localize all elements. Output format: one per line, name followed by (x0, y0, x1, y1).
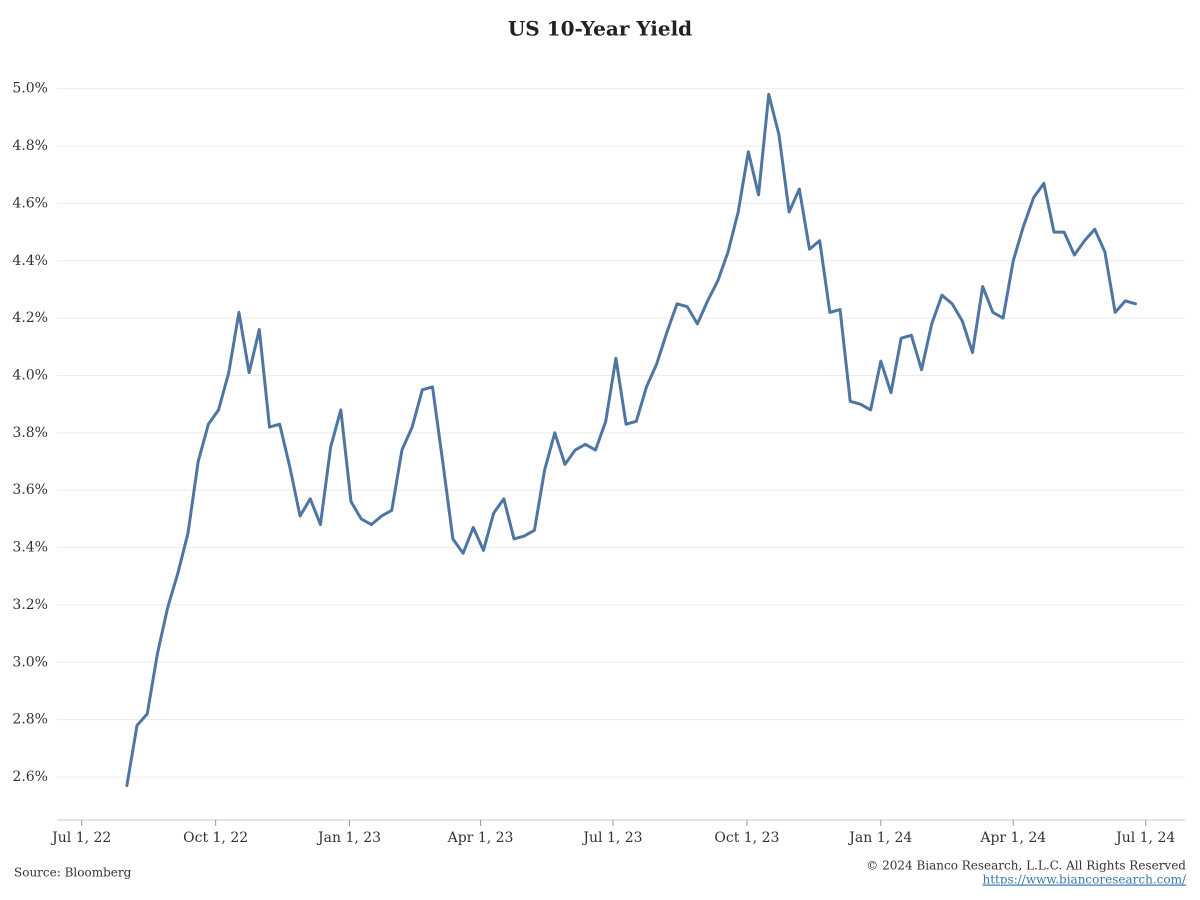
chart-title: US 10-Year Yield (508, 17, 692, 41)
x-tick-label: Oct 1, 23 (714, 830, 779, 846)
y-tick-label: 3.0% (12, 654, 48, 670)
y-tick-label: 3.4% (12, 540, 48, 556)
x-tick-label: Jul 1, 24 (1114, 830, 1175, 846)
y-tick-label: 3.6% (12, 482, 48, 498)
y-tick-label: 3.2% (12, 597, 48, 613)
x-tick-label: Jan 1, 24 (847, 830, 912, 846)
y-tick-label: 2.8% (12, 712, 48, 728)
source-note: Source: Bloomberg (14, 866, 132, 880)
credit-note: © 2024 Bianco Research, L.L.C. All Right… (866, 859, 1186, 873)
y-tick-label: 4.0% (12, 367, 48, 383)
y-tick-label: 5.0% (12, 81, 48, 97)
website-link[interactable]: https://www.biancoresearch.com/ (982, 873, 1186, 887)
y-tick-label: 3.8% (12, 425, 48, 441)
x-tick-label: Jul 1, 23 (581, 830, 642, 846)
y-tick-label: 4.6% (12, 195, 48, 211)
x-tick-label: Apr 1, 23 (447, 830, 514, 846)
y-tick-label: 4.2% (12, 310, 48, 326)
x-tick-label: Oct 1, 22 (183, 830, 248, 846)
y-tick-label: 4.8% (12, 138, 48, 154)
x-tick-label: Apr 1, 24 (979, 830, 1046, 846)
x-tick-label: Jan 1, 23 (316, 830, 381, 846)
y-tick-label: 4.4% (12, 253, 48, 269)
yield-line (125, 92, 1138, 788)
y-tick-label: 2.6% (12, 769, 48, 785)
x-tick-label: Jul 1, 22 (50, 830, 111, 846)
